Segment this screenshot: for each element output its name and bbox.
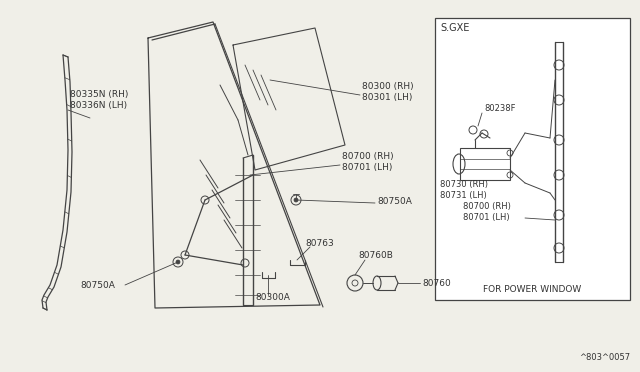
Text: 80730 (RH)
80731 (LH): 80730 (RH) 80731 (LH) [440, 180, 488, 200]
Text: 80700 (RH)
80701 (LH): 80700 (RH) 80701 (LH) [342, 152, 394, 172]
Text: S.GXE: S.GXE [440, 23, 469, 33]
Text: 80300 (RH)
80301 (LH): 80300 (RH) 80301 (LH) [362, 82, 413, 102]
Text: 80763: 80763 [305, 238, 333, 247]
Bar [435, 18, 630, 300]
Text: 80750A: 80750A [80, 280, 115, 289]
Text: 80300A: 80300A [255, 294, 290, 302]
Text: 80760B: 80760B [358, 251, 393, 260]
Text: 80335N (RH)
80336N (LH): 80335N (RH) 80336N (LH) [70, 90, 129, 110]
Text: 80760: 80760 [422, 279, 451, 288]
Text: 80750A: 80750A [377, 196, 412, 205]
Circle shape [176, 260, 180, 264]
Text: FOR POWER WINDOW: FOR POWER WINDOW [483, 285, 581, 295]
Text: ^803^0057: ^803^0057 [579, 353, 630, 362]
Text: 80238F: 80238F [484, 103, 515, 112]
Circle shape [294, 198, 298, 202]
Text: 80700 (RH)
80701 (LH): 80700 (RH) 80701 (LH) [463, 202, 511, 222]
Bar [460, 148, 510, 180]
